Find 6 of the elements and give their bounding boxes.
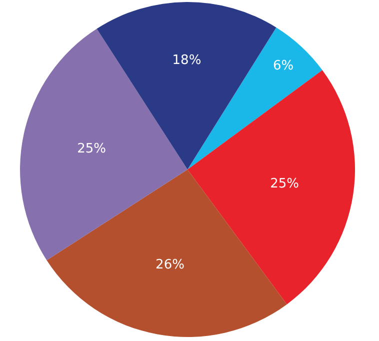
- data-label: 18%: [172, 52, 202, 68]
- pie-slice: [188, 70, 355, 304]
- data-label: 25%: [77, 141, 106, 156]
- data-label: 26%: [156, 257, 184, 272]
- data-label: 6%: [273, 58, 294, 74]
- data-label: 25%: [270, 176, 299, 192]
